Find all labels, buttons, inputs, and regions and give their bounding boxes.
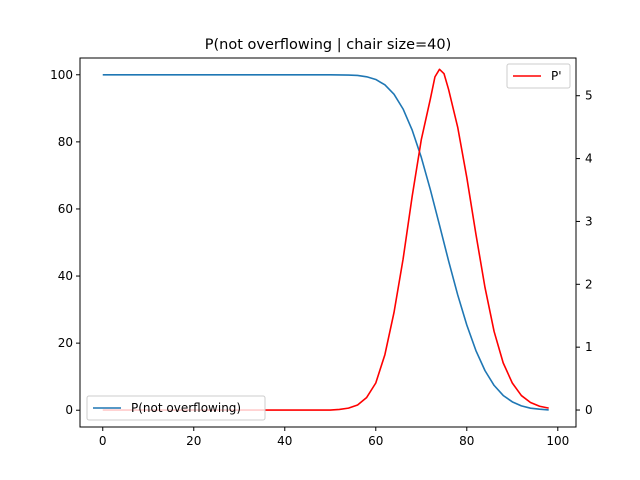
- x-tick-label: 80: [459, 434, 474, 448]
- y-left-tick-label: 80: [58, 135, 73, 149]
- x-tick-label: 0: [99, 434, 107, 448]
- y-right-tick-label: 4: [585, 152, 593, 166]
- x-tick-label: 100: [546, 434, 569, 448]
- y-right-tick-label: 0: [585, 403, 593, 417]
- ticks-layer: 0 20 40 60 80 100 0 20 40 60 80 100 0 1 2 3 4 5: [50, 68, 593, 448]
- y-left-tick-label: 60: [58, 202, 73, 216]
- y-right-tick-label: 1: [585, 340, 593, 354]
- x-tick-label: 40: [277, 434, 292, 448]
- legend-right: P': [506, 63, 571, 89]
- x-tick-label: 60: [368, 434, 383, 448]
- series-line-0: [102, 73, 549, 411]
- y-left-tick-label: 0: [65, 403, 73, 417]
- y-right-tick-label: 3: [585, 214, 593, 228]
- plot-frame: [79, 57, 577, 428]
- y-right-tick-label: 5: [585, 89, 593, 103]
- y-left-tick-label: 20: [58, 336, 73, 350]
- x-tick-label: 20: [186, 434, 201, 448]
- y-left-tick-label: 100: [50, 68, 73, 82]
- chart-title: P(not overflowing | chair size=40): [205, 37, 452, 53]
- legend-left: P(not overflowing): [86, 395, 266, 421]
- legend-left-box: [86, 395, 266, 421]
- legend-left-label: P(not overflowing): [131, 401, 241, 415]
- series-line-1: [102, 68, 549, 411]
- series-layer: [102, 68, 549, 411]
- y-right-tick-label: 2: [585, 277, 593, 291]
- legend-layer: P(not overflowing) P': [86, 63, 571, 421]
- y-left-tick-label: 40: [58, 269, 73, 283]
- legend-right-label: P': [551, 69, 562, 83]
